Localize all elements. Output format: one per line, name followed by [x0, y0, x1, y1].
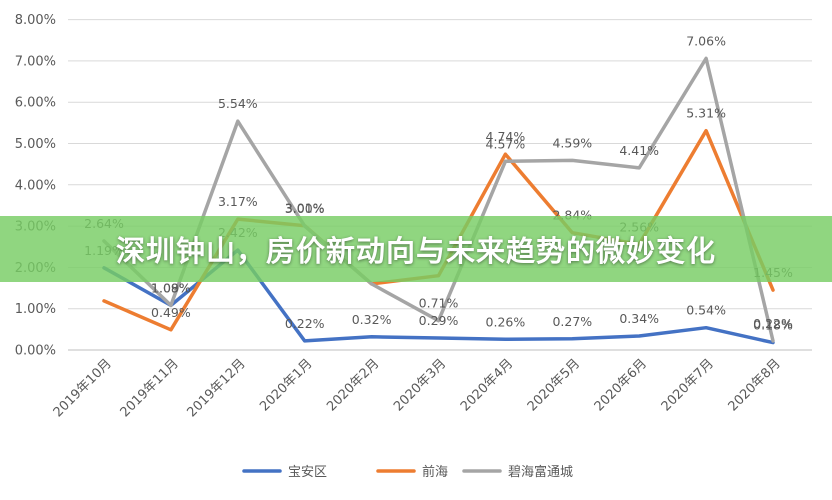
- x-tick-label: 2020年1月: [257, 356, 315, 414]
- x-tick-label: 2019年12月: [185, 356, 249, 420]
- data-label: 0.49%: [151, 305, 191, 320]
- y-tick-label: 5.00%: [15, 137, 56, 152]
- data-label: 0.26%: [486, 314, 526, 329]
- data-label: 0.34%: [619, 311, 659, 326]
- y-tick-label: 4.00%: [15, 178, 56, 193]
- y-tick-label: 8.00%: [15, 13, 56, 28]
- data-label: 3.17%: [218, 194, 258, 209]
- data-label: 0.32%: [352, 312, 392, 327]
- legend: 宝安区 前海 碧海富通城: [242, 464, 573, 480]
- data-label: 4.41%: [619, 143, 659, 158]
- data-labels: 1.19%1.09%2.42%0.22%0.32%0.29%0.26%0.27%…: [84, 33, 793, 332]
- data-label: 4.74%: [486, 129, 526, 144]
- data-label: 7.06%: [686, 33, 726, 48]
- y-tick-label: 6.00%: [15, 96, 56, 111]
- x-tick-label: 2020年6月: [592, 356, 650, 414]
- x-tick-label: 2020年8月: [726, 356, 784, 414]
- y-axis-tick-labels: 0.00%1.00%2.00%3.00%4.00%5.00%6.00%7.00%…: [15, 13, 56, 358]
- x-tick-label: 2020年7月: [659, 356, 717, 414]
- data-label: 0.29%: [419, 313, 459, 328]
- data-label: 1.09%: [151, 280, 191, 295]
- y-tick-label: 1.00%: [15, 302, 56, 317]
- data-label: 1.08%: [151, 280, 191, 295]
- title-banner: 深圳钟山，房价新动向与未来趋势的微妙变化: [0, 216, 832, 282]
- x-tick-label: 2020年5月: [525, 356, 583, 414]
- legend-label: 碧海富通城: [508, 464, 573, 480]
- y-tick-label: 7.00%: [15, 54, 56, 69]
- x-axis-tick-labels: 2019年10月 2019年11月 2019年12月 2020年1月 2020年2月 20…: [51, 356, 784, 420]
- data-label: 3.01%: [285, 201, 325, 216]
- legend-label: 宝安区: [288, 465, 327, 480]
- data-label: 0.18%: [753, 318, 793, 333]
- data-label: 0.71%: [419, 296, 459, 311]
- x-tick-label: 2019年11月: [118, 356, 182, 420]
- series-line: [102, 56, 775, 343]
- data-label: 5.54%: [218, 96, 258, 111]
- data-label: 0.27%: [552, 314, 592, 329]
- x-tick-label: 2020年4月: [458, 356, 516, 414]
- data-label: 4.57%: [486, 136, 526, 151]
- x-tick-label: 2020年3月: [391, 356, 449, 414]
- legend-label: 前海: [422, 464, 448, 480]
- data-label: 5.31%: [686, 106, 726, 121]
- x-tick-label: 2020年2月: [324, 356, 382, 414]
- data-label: 0.54%: [686, 303, 726, 318]
- data-label: 4.59%: [552, 135, 592, 150]
- banner-title: 深圳钟山，房价新动向与未来趋势的微妙变化: [115, 234, 716, 268]
- data-label: 0.22%: [753, 316, 793, 331]
- data-label: 0.22%: [285, 316, 325, 331]
- data-label: 3.00%: [285, 201, 325, 216]
- x-tick-label: 2019年10月: [51, 356, 115, 420]
- y-tick-label: 0.00%: [15, 344, 56, 359]
